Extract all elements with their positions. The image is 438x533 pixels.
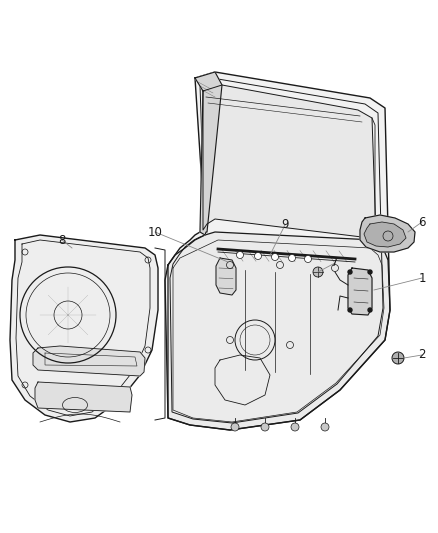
Circle shape: [368, 270, 372, 274]
Text: 2: 2: [418, 349, 426, 361]
Polygon shape: [35, 382, 132, 412]
Polygon shape: [10, 235, 158, 422]
Text: 10: 10: [148, 225, 162, 238]
Text: 9: 9: [281, 219, 289, 231]
Circle shape: [261, 423, 269, 431]
Text: 8: 8: [58, 233, 66, 246]
Polygon shape: [348, 268, 372, 315]
Polygon shape: [168, 232, 390, 430]
Circle shape: [291, 423, 299, 431]
Circle shape: [368, 308, 372, 312]
Circle shape: [289, 254, 296, 262]
Polygon shape: [195, 72, 222, 235]
Text: 1: 1: [418, 271, 426, 285]
Circle shape: [272, 254, 279, 261]
Circle shape: [304, 255, 311, 262]
Polygon shape: [360, 215, 415, 252]
Polygon shape: [216, 258, 236, 295]
Polygon shape: [33, 346, 145, 376]
Circle shape: [348, 308, 352, 312]
Polygon shape: [203, 85, 376, 238]
Polygon shape: [165, 72, 390, 430]
Circle shape: [254, 253, 261, 260]
Text: 7: 7: [331, 256, 339, 270]
Circle shape: [321, 423, 329, 431]
Circle shape: [348, 270, 352, 274]
Text: 6: 6: [418, 215, 426, 229]
Circle shape: [313, 267, 323, 277]
Circle shape: [392, 352, 404, 364]
Polygon shape: [364, 222, 406, 247]
Circle shape: [231, 423, 239, 431]
Circle shape: [237, 252, 244, 259]
